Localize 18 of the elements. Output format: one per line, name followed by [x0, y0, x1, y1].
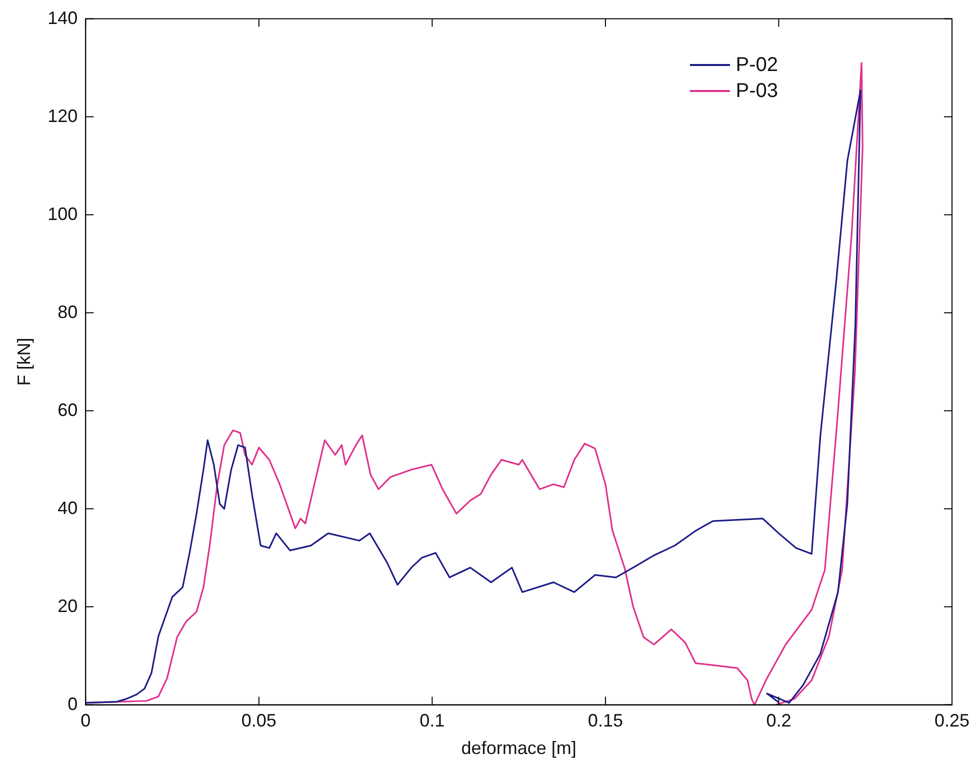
x-tick-label: 0.2 — [766, 710, 792, 731]
x-tick-label: 0.1 — [420, 710, 445, 731]
x-tick-label: 0 — [80, 710, 91, 731]
y-tick-label: 120 — [48, 106, 78, 126]
legend-label: P-03 — [736, 79, 778, 104]
legend-label: P-02 — [736, 53, 778, 78]
y-tick-label: 60 — [58, 400, 78, 420]
x-tick-label: 0.25 — [934, 710, 970, 731]
y-tick-label: 140 — [48, 8, 78, 28]
y-tick-label: 100 — [48, 204, 78, 224]
y-axis-title: F [kN] — [14, 338, 34, 386]
y-tick-label: 40 — [58, 498, 78, 518]
x-axis-title: deformace [m] — [461, 738, 576, 758]
y-tick-label: 20 — [58, 596, 78, 616]
x-tick-label: 0.05 — [241, 710, 276, 731]
y-tick-label: 80 — [58, 302, 78, 322]
x-tick-label: 0.15 — [588, 710, 623, 731]
y-tick-label: 0 — [68, 694, 78, 714]
